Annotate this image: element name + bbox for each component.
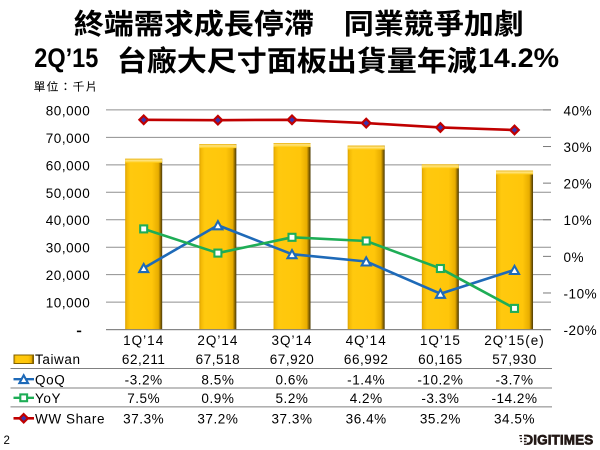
svg-text:40,000: 40,000 <box>46 213 91 228</box>
svg-text:62,211: 62,211 <box>122 352 166 367</box>
svg-text:10%: 10% <box>564 213 593 228</box>
svg-text:-20%: -20% <box>564 323 598 338</box>
svg-text:1Q’14: 1Q’14 <box>123 333 164 348</box>
svg-text:20%: 20% <box>564 177 593 192</box>
svg-text:YoY: YoY <box>35 391 61 406</box>
svg-text:67,518: 67,518 <box>196 352 241 367</box>
svg-text:8.5%: 8.5% <box>201 372 234 387</box>
svg-text:2: 2 <box>4 435 10 447</box>
svg-text:80,000: 80,000 <box>46 103 91 118</box>
svg-text:30%: 30% <box>564 140 593 155</box>
svg-text:5.2%: 5.2% <box>276 391 309 406</box>
svg-text:2Q’14: 2Q’14 <box>197 333 238 348</box>
svg-text:-14.2%: -14.2% <box>491 391 537 406</box>
svg-text:1Q’15: 1Q’15 <box>420 333 461 348</box>
svg-text:Taiwan: Taiwan <box>35 352 81 367</box>
svg-text:40%: 40% <box>564 103 593 118</box>
svg-text:66,992: 66,992 <box>344 352 389 367</box>
svg-text:-10.2%: -10.2% <box>417 372 463 387</box>
svg-text:37.2%: 37.2% <box>197 412 238 427</box>
svg-text:WW Share: WW Share <box>35 412 105 427</box>
svg-text:DIGITIMES: DIGITIMES <box>523 432 593 447</box>
svg-text:-1.4%: -1.4% <box>347 372 385 387</box>
svg-text:0.6%: 0.6% <box>276 372 309 387</box>
svg-text:4.2%: 4.2% <box>350 391 383 406</box>
svg-text:-3.2%: -3.2% <box>125 372 163 387</box>
svg-text:3Q’14: 3Q’14 <box>271 333 312 348</box>
svg-text:67,920: 67,920 <box>270 352 315 367</box>
svg-text:2Q’15: 2Q’15 <box>34 43 98 73</box>
svg-text:-10%: -10% <box>564 287 598 302</box>
svg-text:30,000: 30,000 <box>46 241 91 256</box>
svg-text:57,930: 57,930 <box>492 352 537 367</box>
svg-text:-3.3%: -3.3% <box>421 391 459 406</box>
svg-text:QoQ: QoQ <box>35 372 65 387</box>
svg-text:10,000: 10,000 <box>46 296 91 311</box>
svg-text:60,165: 60,165 <box>418 352 463 367</box>
svg-text:60,000: 60,000 <box>46 158 91 173</box>
svg-text:35.2%: 35.2% <box>420 412 461 427</box>
svg-text:4Q’14: 4Q’14 <box>346 333 387 348</box>
svg-text:-3.7%: -3.7% <box>495 372 533 387</box>
svg-text:50,000: 50,000 <box>46 186 91 201</box>
svg-text:70,000: 70,000 <box>46 131 91 146</box>
svg-text:36.4%: 36.4% <box>346 412 387 427</box>
svg-text:37.3%: 37.3% <box>271 412 312 427</box>
svg-text:7.5%: 7.5% <box>127 391 160 406</box>
svg-text:34.5%: 34.5% <box>494 412 535 427</box>
svg-text:2Q’15(e): 2Q’15(e) <box>484 333 545 348</box>
svg-text:20,000: 20,000 <box>46 268 91 283</box>
svg-text:0%: 0% <box>564 250 585 265</box>
svg-text:14.2%: 14.2% <box>478 43 559 73</box>
svg-text:37.3%: 37.3% <box>123 412 164 427</box>
svg-text:0.9%: 0.9% <box>201 391 234 406</box>
